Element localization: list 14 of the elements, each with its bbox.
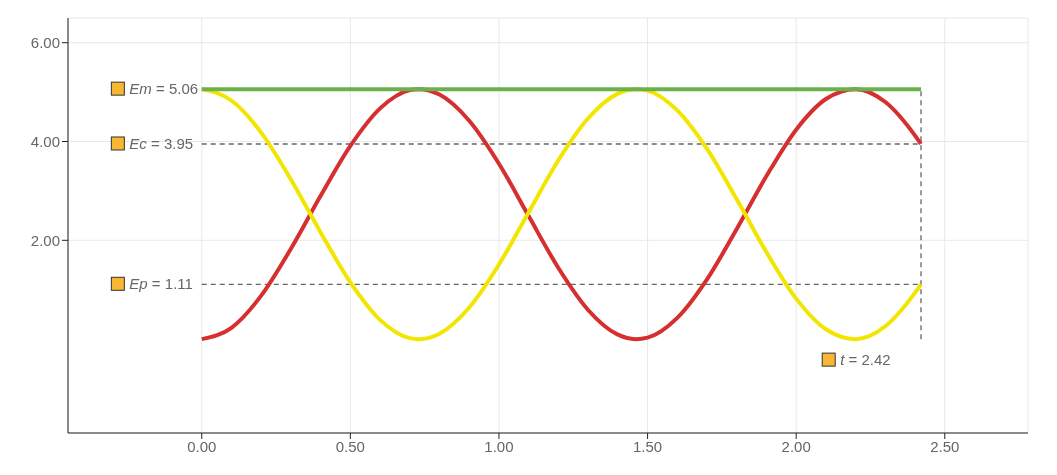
x-tick-label: 0.00: [187, 437, 217, 455]
annotation: Em = 5.06: [129, 80, 199, 98]
y-tick-label: 6.00: [30, 34, 60, 52]
x-tick-label: 1.00: [484, 437, 514, 455]
y-tick-label: 4.00: [30, 132, 60, 150]
x-tick-label: 0.50: [335, 437, 365, 455]
ref-line-label: Ep = 1.11: [129, 275, 193, 293]
ref-line-label: Ec = 3.95: [129, 134, 194, 152]
x-tick-label: 2.50: [930, 437, 960, 455]
x-tick-label: 1.50: [632, 437, 663, 455]
y-tick-label: 2.00: [30, 231, 60, 249]
ref-line-label: t = 2.42: [840, 351, 891, 369]
x-tick-label: 2.00: [781, 437, 811, 455]
line-series: [199, 87, 923, 342]
